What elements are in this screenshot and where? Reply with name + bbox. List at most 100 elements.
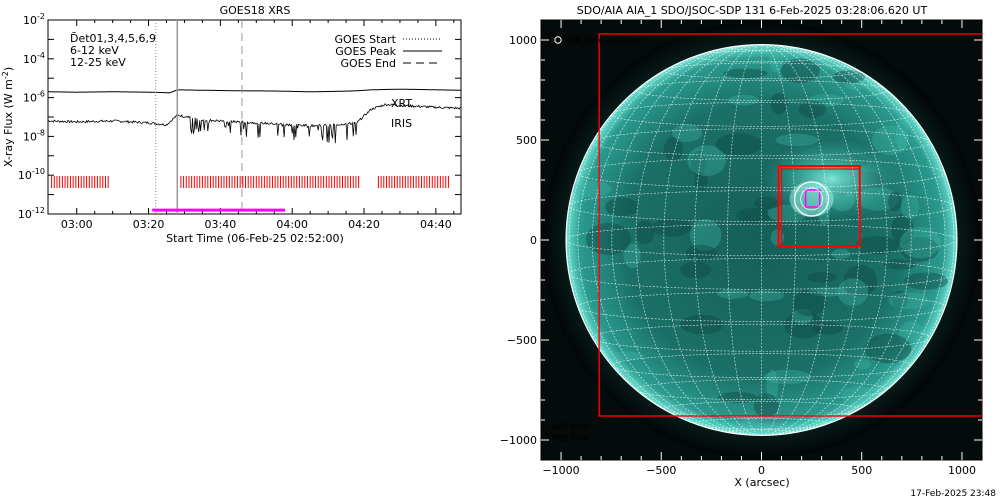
aia-ytick-label: −500 (507, 334, 537, 347)
disk-texture-blob (768, 44, 784, 73)
longitude-line (761, 44, 796, 436)
goes-ytick-label: 10-2 (23, 12, 45, 27)
goes-xtick-label: 04:20 (348, 218, 380, 231)
disk-texture-blob (891, 214, 914, 245)
longitude-line (663, 44, 762, 436)
disk-texture-blob (717, 289, 749, 299)
aia-xtick-label: −500 (646, 464, 676, 477)
disk-texture-blob (651, 218, 692, 237)
longitude-line (761, 44, 932, 436)
aia-xtick-label: −1000 (542, 464, 579, 477)
disk-texture-blob (753, 393, 779, 418)
aia-ytick-label: 0 (530, 234, 537, 247)
longitude-line (727, 44, 762, 436)
disk-texture-blob (792, 308, 813, 325)
goes-ytick-label: 10-4 (23, 51, 45, 66)
disk-texture-blob (896, 119, 909, 151)
goes-ylabel-base: X-ray Flux (W m (2, 79, 15, 167)
xrt-fov-label: XRT FOV (551, 423, 590, 433)
aia-chart-title: SDO/AIA AIA_1 SDO/JSOC-SDP 131 6-Feb-202… (577, 4, 928, 17)
disk-texture-blob (663, 136, 683, 162)
iris-label: IRIS (391, 117, 412, 130)
disk-texture-blob (623, 243, 641, 269)
aia-xtick-label: 500 (851, 464, 872, 477)
disk-texture-blob (899, 226, 941, 259)
disk-texture-blob (901, 194, 919, 219)
aia-xtick-label: 0 (758, 464, 765, 477)
disk-texture-blob (807, 287, 847, 297)
goes-ytick-label: 10-8 (23, 128, 45, 143)
disk-texture-blob (837, 278, 869, 306)
disk-texture-blob (736, 207, 772, 224)
aia-xtick-label: 1000 (948, 464, 976, 477)
aia-xlabel: X (arcsec) (734, 476, 789, 489)
disk-texture-blob (679, 261, 712, 279)
disk-texture-blob (608, 351, 645, 360)
xrt-fov-small-box-inner (780, 168, 861, 247)
aia-ytick-label: −1000 (500, 434, 537, 447)
longitude-line (694, 44, 762, 436)
flare-location-circle (794, 181, 830, 217)
longitude-line (568, 44, 762, 436)
disk-texture-blob (690, 150, 706, 177)
goes-xtick-label: 03:00 (61, 218, 93, 231)
longitude-line (761, 44, 955, 436)
goes-lightcurve-panel: GOES18 XRS 10-12 10-10 10-8 10-6 10-4 10-2 03… (1, 4, 462, 245)
disk-texture-blob (770, 92, 788, 115)
longitude-line (611, 44, 762, 436)
disk-texture-blob (689, 219, 722, 252)
goes-legend: GOES Start GOES Peak GOES End (335, 33, 442, 70)
longitude-line (591, 44, 762, 436)
aia-image-panel: SDO/AIA AIA_1 SDO/JSOC-SDP 131 6-Feb-202… (500, 4, 983, 489)
longitude-line (761, 44, 860, 436)
disk-texture-blob (605, 197, 639, 217)
goes-xtick-label: 03:40 (205, 218, 237, 231)
disk-texture-blob (904, 272, 948, 290)
legend-goes-start: GOES Start (335, 33, 397, 46)
footer-timestamp: 17-Feb-2025 23:48 (910, 489, 996, 499)
flare-location-legend-marker (554, 36, 562, 44)
goes-series-short (47, 103, 462, 144)
disk-texture-blob (892, 290, 908, 309)
disk-texture-blob (888, 292, 929, 310)
goes-xtick-label: 04:00 (276, 218, 308, 231)
xrt-fov-large-box (598, 33, 982, 417)
aia-ytick-label: 1000 (509, 34, 537, 47)
longitude-line (761, 44, 946, 436)
goes-xlabel: Start Time (06-Feb-25 02:52:00) (166, 232, 344, 245)
disk-texture-blob (784, 311, 823, 339)
disk-texture-blob (671, 124, 702, 143)
disk-texture-blob (715, 133, 762, 156)
disk-texture-blob (798, 101, 827, 118)
goes-ylabel-sup: -2 (1, 71, 10, 79)
disk-texture-blob (854, 358, 871, 370)
disk-texture-blob (764, 369, 811, 385)
disk-texture-blob (770, 229, 785, 246)
flare-kernel-glow (789, 181, 834, 217)
disk-texture-blob (723, 68, 768, 78)
goes-ytick-label: 10-6 (23, 90, 45, 105)
disk-texture-blob (792, 290, 827, 317)
goes-series-long (48, 88, 461, 94)
longitude-line (761, 44, 829, 436)
iris-fov-box (804, 189, 821, 208)
detector-label: D̄et01,3,4,5,6,9 (70, 32, 156, 45)
goes-ytick-label: 10-12 (18, 206, 45, 221)
flare-location-legend-label: AIA flare location (566, 36, 643, 46)
legend-goes-peak: GOES Peak (335, 45, 396, 58)
disk-texture-blob (748, 290, 785, 302)
goes-xtick-label: 04:40 (420, 218, 452, 231)
goes-chart-title: GOES18 XRS (220, 4, 291, 17)
disk-texture-blob (635, 220, 655, 245)
disk-texture-blob (871, 125, 910, 156)
disk-texture-blob (843, 265, 878, 297)
goes-ylabel-close: ) (2, 67, 15, 71)
disk-texture-blob (585, 223, 632, 255)
disk-texture-blob (694, 172, 708, 191)
disk-texture-blob (680, 314, 724, 335)
disk-texture-blob (741, 417, 761, 431)
disk-texture-blob (832, 248, 851, 259)
disk-texture-blob (883, 259, 917, 270)
disk-texture-blob (806, 272, 837, 283)
